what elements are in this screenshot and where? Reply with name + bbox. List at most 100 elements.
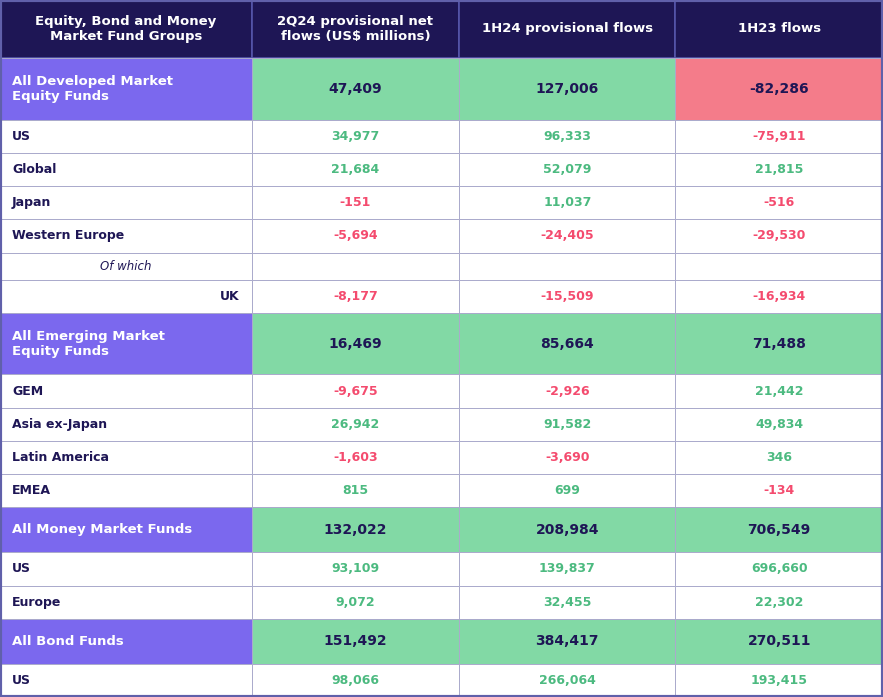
Bar <box>459 153 675 186</box>
Text: 71,488: 71,488 <box>752 337 806 351</box>
Bar <box>675 119 883 153</box>
Text: 208,984: 208,984 <box>536 523 599 537</box>
Bar <box>0 664 252 697</box>
Bar <box>459 619 675 664</box>
Bar <box>252 408 459 441</box>
Bar <box>675 441 883 474</box>
Bar <box>459 186 675 220</box>
Bar <box>675 58 883 119</box>
Text: 1H23 flows: 1H23 flows <box>737 22 821 36</box>
Bar <box>675 585 883 619</box>
Bar <box>675 279 883 313</box>
Bar <box>675 252 883 279</box>
Bar <box>675 408 883 441</box>
Text: 127,006: 127,006 <box>536 82 599 95</box>
Text: 11,037: 11,037 <box>543 196 592 209</box>
Bar <box>252 220 459 252</box>
Bar <box>0 313 252 374</box>
Text: 696,660: 696,660 <box>751 562 808 576</box>
Text: 346: 346 <box>766 451 792 464</box>
Bar <box>252 0 459 58</box>
Bar <box>459 119 675 153</box>
Text: Asia ex-Japan: Asia ex-Japan <box>12 418 107 431</box>
Text: US: US <box>12 130 31 143</box>
Text: 49,834: 49,834 <box>755 418 804 431</box>
Text: 384,417: 384,417 <box>536 634 599 648</box>
Bar <box>252 585 459 619</box>
Bar <box>0 474 252 507</box>
Text: 85,664: 85,664 <box>540 337 594 351</box>
Bar <box>0 585 252 619</box>
Bar <box>0 552 252 585</box>
Text: -9,675: -9,675 <box>333 385 378 397</box>
Text: 9,072: 9,072 <box>336 596 375 608</box>
Text: -2,926: -2,926 <box>545 385 590 397</box>
Bar <box>252 252 459 279</box>
Bar <box>252 279 459 313</box>
Text: Japan: Japan <box>12 196 51 209</box>
Text: All Bond Funds: All Bond Funds <box>12 635 124 648</box>
Text: Europe: Europe <box>12 596 62 608</box>
Text: 32,455: 32,455 <box>543 596 592 608</box>
Text: 21,815: 21,815 <box>755 163 804 176</box>
Bar <box>0 441 252 474</box>
Text: 139,837: 139,837 <box>539 562 596 576</box>
Text: Western Europe: Western Europe <box>12 229 125 243</box>
Text: All Developed Market
Equity Funds: All Developed Market Equity Funds <box>12 75 173 102</box>
Bar <box>675 153 883 186</box>
Text: GEM: GEM <box>12 385 43 397</box>
Text: 1H24 provisional flows: 1H24 provisional flows <box>482 22 653 36</box>
Text: 98,066: 98,066 <box>331 674 380 687</box>
Bar <box>675 619 883 664</box>
Bar <box>0 279 252 313</box>
Bar <box>459 664 675 697</box>
Text: 2Q24 provisional net
flows (US$ millions): 2Q24 provisional net flows (US$ millions… <box>277 15 434 43</box>
Bar <box>252 119 459 153</box>
Text: 706,549: 706,549 <box>748 523 811 537</box>
Bar <box>0 374 252 408</box>
Text: 815: 815 <box>343 484 368 498</box>
Text: -82,286: -82,286 <box>750 82 809 95</box>
Text: -5,694: -5,694 <box>333 229 378 243</box>
Text: US: US <box>12 562 31 576</box>
Bar <box>675 0 883 58</box>
Bar <box>459 552 675 585</box>
Text: 34,977: 34,977 <box>331 130 380 143</box>
Bar <box>0 619 252 664</box>
Text: -3,690: -3,690 <box>545 451 590 464</box>
Bar <box>0 0 252 58</box>
Text: All Money Market Funds: All Money Market Funds <box>12 523 192 537</box>
Bar <box>252 507 459 552</box>
Text: -8,177: -8,177 <box>333 290 378 302</box>
Bar <box>459 408 675 441</box>
Bar <box>252 374 459 408</box>
Bar <box>0 186 252 220</box>
Text: -16,934: -16,934 <box>752 290 806 302</box>
Bar <box>0 58 252 119</box>
Bar <box>675 220 883 252</box>
Bar <box>459 585 675 619</box>
Text: 699: 699 <box>555 484 580 498</box>
Text: 270,511: 270,511 <box>748 634 811 648</box>
Text: Equity, Bond and Money
Market Fund Groups: Equity, Bond and Money Market Fund Group… <box>35 15 216 43</box>
Text: US: US <box>12 674 31 687</box>
Bar <box>252 313 459 374</box>
Text: 151,492: 151,492 <box>323 634 388 648</box>
Bar <box>252 664 459 697</box>
Bar <box>252 552 459 585</box>
Bar <box>459 313 675 374</box>
Text: -29,530: -29,530 <box>752 229 806 243</box>
Bar <box>675 664 883 697</box>
Text: EMEA: EMEA <box>12 484 51 498</box>
Text: -151: -151 <box>340 196 371 209</box>
Bar <box>459 0 675 58</box>
Text: 266,064: 266,064 <box>539 674 596 687</box>
Text: -1,603: -1,603 <box>333 451 378 464</box>
Text: -516: -516 <box>764 196 795 209</box>
Text: All Emerging Market
Equity Funds: All Emerging Market Equity Funds <box>12 330 165 358</box>
Text: 91,582: 91,582 <box>543 418 592 431</box>
Text: 93,109: 93,109 <box>331 562 380 576</box>
Text: -24,405: -24,405 <box>540 229 594 243</box>
Text: 47,409: 47,409 <box>328 82 382 95</box>
Bar <box>459 279 675 313</box>
